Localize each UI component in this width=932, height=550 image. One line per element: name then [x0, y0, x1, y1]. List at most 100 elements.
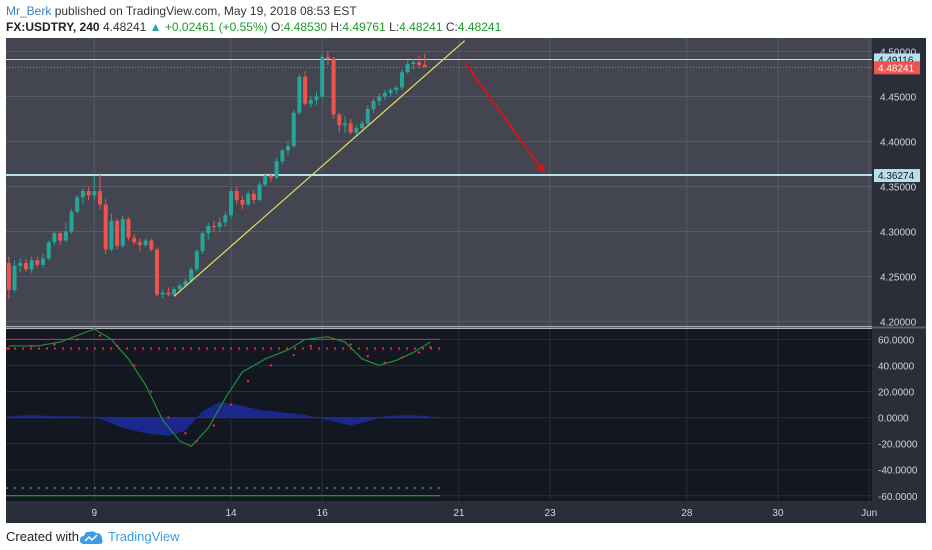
indicator-signal-dot: [7, 347, 11, 350]
candle-up: [342, 123, 347, 126]
candle-up: [297, 76, 302, 113]
candle-up: [46, 242, 51, 259]
candle-down: [234, 191, 239, 200]
candle-up: [382, 92, 387, 97]
candle-down: [149, 240, 154, 250]
forecast-arrow-shaft: [463, 61, 546, 174]
indicator-signal-dot: [167, 416, 170, 419]
indicator-tick-label: -20.0000: [878, 440, 918, 451]
indicator-tick-label: 0.0000: [878, 414, 909, 425]
up-arrow-icon: ▲: [149, 20, 162, 34]
symbol-label: FX:USDTRY, 240: [6, 20, 100, 34]
chart-header: Mr_Berk published on TradingView.com, Ma…: [0, 0, 932, 36]
candle-down: [6, 263, 11, 290]
indicator-signal-dot: [309, 344, 313, 348]
indicator-signal-dot: [30, 344, 33, 348]
low-value: 4.48241: [399, 20, 443, 34]
time-axis[interactable]: [6, 501, 926, 523]
publish-line: Mr_Berk published on TradingView.com, Ma…: [6, 4, 357, 18]
candle-up: [223, 215, 228, 223]
candle-down: [126, 218, 131, 238]
candle-up: [206, 226, 211, 234]
price-axis[interactable]: [872, 38, 926, 501]
indicator-signal-dot: [229, 403, 233, 406]
indicator-signal-dot: [195, 439, 199, 443]
time-tick-label: 14: [225, 508, 237, 519]
candle-up: [411, 62, 416, 65]
candle-up: [69, 211, 74, 232]
candle-up: [314, 96, 319, 101]
candle-up: [377, 96, 382, 101]
candle-down: [154, 249, 159, 295]
candle-up: [274, 161, 279, 178]
candle-down: [166, 292, 171, 295]
indicator-signal-dot: [400, 356, 404, 359]
close-label: C:: [445, 20, 458, 34]
candle-up: [286, 146, 291, 151]
low-label: L:: [389, 20, 400, 34]
indicator-tick-label: -60.0000: [878, 492, 918, 503]
close-value: 4.48241: [457, 20, 502, 34]
footer: Created with TradingView: [0, 526, 932, 550]
ohlc-line: FX:USDTRY, 240 4.48241 ▲ +0.02461 (+0.55…: [6, 20, 501, 34]
indicator-signal-dot: [246, 379, 250, 383]
last-price: 4.48241: [102, 20, 147, 34]
time-tick-label: 9: [92, 508, 98, 519]
candle-up: [371, 101, 376, 110]
change-value: +0.02461 (+0.55%): [164, 20, 268, 34]
indicator-tick-label: -40.0000: [878, 466, 918, 477]
price-tick-labels: 4.50000 4.45000 4.40000 4.35000 4.30000 4.250…: [880, 48, 917, 329]
price-label-text: 4.48241: [878, 63, 915, 74]
candle-up: [291, 112, 296, 146]
indicator-signal-dot: [292, 353, 295, 357]
indicator-signal-dot: [98, 334, 102, 337]
candle-down: [23, 263, 28, 270]
candle-up: [189, 269, 194, 281]
price-chart[interactable]: 4.50000 4.45000 4.40000 4.35000 4.30000 4.250…: [0, 36, 932, 526]
indicator-signal-dot: [332, 338, 335, 341]
high-value: 4.49761: [342, 20, 386, 34]
candle-down: [325, 56, 330, 59]
price-tick-label: 4.30000: [880, 228, 917, 239]
candle-down: [103, 204, 108, 250]
indicator-signal-dot: [417, 351, 421, 354]
indicator-tick-label: 20.0000: [878, 388, 915, 399]
indicator-signal-dot: [366, 355, 369, 358]
tradingview-brand[interactable]: TradingView: [108, 529, 180, 544]
horizontal-levels: [6, 58, 872, 177]
candle-down: [132, 237, 137, 243]
candle-up: [143, 240, 148, 245]
price-tick-label: 4.40000: [880, 138, 917, 149]
candle-up: [194, 251, 199, 270]
time-tick-label: 23: [545, 508, 557, 519]
tradingview-cloud-icon: [80, 531, 103, 544]
time-tick-label: 16: [317, 508, 329, 519]
drawings: [173, 40, 546, 297]
candle-up: [394, 87, 399, 91]
indicator-signal-dot: [184, 432, 187, 435]
candle-down: [417, 62, 422, 65]
candle-down: [251, 193, 256, 200]
price-tick-label: 4.45000: [880, 93, 917, 104]
candle-up: [257, 184, 262, 200]
candle-down: [115, 220, 120, 246]
author-link[interactable]: Mr_Berk: [6, 4, 52, 18]
created-with-text: Created with: [6, 529, 79, 544]
indicator-signal-dot: [269, 364, 273, 367]
candle-up: [183, 281, 188, 286]
indicator-pane[interactable]: [6, 329, 872, 501]
published-text: published on TradingView.com, May 19, 20…: [54, 4, 357, 18]
indicator-plots: [6, 328, 440, 497]
time-tick-label: Jun: [861, 508, 877, 519]
price-label-text: 4.49116: [878, 55, 914, 66]
price-pane[interactable]: [6, 38, 872, 326]
price-tick-label: 4.20000: [880, 318, 917, 329]
candle-up: [399, 72, 404, 88]
candle-up: [308, 100, 313, 104]
candle-down: [337, 114, 342, 126]
price-tick-label: 4.50000: [880, 48, 917, 59]
indicator-tick-label: 60.0000: [878, 335, 915, 346]
price-tick-label: 4.35000: [880, 183, 917, 194]
indicator-signal-dot: [150, 390, 153, 393]
